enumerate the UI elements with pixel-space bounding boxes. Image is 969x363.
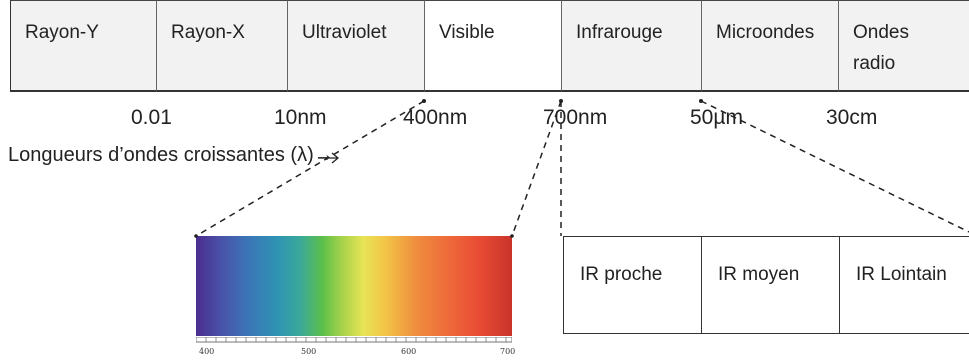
spectrum-ruler bbox=[196, 337, 512, 343]
band-xray: Rayon-X bbox=[156, 0, 287, 92]
axis-caption: Longueurs d’ondes croissantes (λ)→ bbox=[8, 144, 334, 166]
scale-label: 600 bbox=[401, 347, 417, 356]
band-microwave: Microondes bbox=[701, 0, 838, 92]
boundary-label: 50µm bbox=[690, 106, 743, 129]
boundary-label: 10nm bbox=[274, 106, 327, 129]
ir-near: IR proche bbox=[563, 236, 701, 334]
band-gamma: Rayon-Y bbox=[10, 0, 156, 92]
boundary-label: 400nm bbox=[403, 106, 468, 129]
band-ultraviolet: Ultraviolet bbox=[287, 0, 424, 92]
band-radio: Ondes radio bbox=[838, 0, 969, 92]
scale-label: 400 bbox=[199, 347, 215, 356]
boundary-label: 0.01 bbox=[131, 106, 172, 129]
band-visible: Visible bbox=[424, 0, 561, 92]
boundary-label: 30cm bbox=[826, 106, 878, 129]
zoom-line-visible-right bbox=[511, 100, 562, 237]
band-radio-label: Ondes radio bbox=[853, 22, 909, 74]
ir-far: IR Lointain bbox=[839, 236, 969, 334]
boundary-label: 700nm bbox=[543, 106, 608, 129]
scale-label: 700 bbox=[500, 347, 516, 356]
zoom-line-visible-left bbox=[195, 100, 425, 237]
band-infrared: Infrarouge bbox=[561, 0, 701, 92]
zoom-line-ir-right bbox=[700, 100, 969, 233]
scale-label: 500 bbox=[301, 347, 317, 356]
visible-spectrum-gradient bbox=[196, 236, 512, 336]
arrow-icon bbox=[318, 152, 340, 164]
ir-mid: IR moyen bbox=[701, 236, 839, 334]
